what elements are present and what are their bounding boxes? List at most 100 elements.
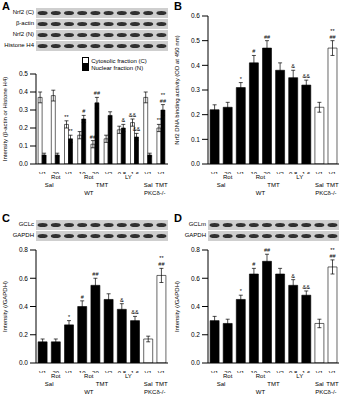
svg-text:V1: V1 — [145, 370, 153, 373]
svg-text:0.8: 0.8 — [118, 370, 127, 373]
svg-text:**: ** — [157, 117, 162, 123]
svg-text:0.0: 0.0 — [191, 160, 200, 167]
svg-text:0.0: 0.0 — [19, 160, 28, 167]
svg-text:&: & — [120, 297, 124, 303]
svg-text:&&: && — [129, 112, 137, 118]
svg-text:20: 20 — [92, 370, 99, 373]
svg-text:V1: V1 — [65, 370, 73, 373]
html-text:B: B — [174, 0, 182, 12]
svg-text:0.8: 0.8 — [191, 246, 200, 253]
svg-text:##: ## — [264, 247, 271, 253]
svg-text:20: 20 — [52, 370, 59, 373]
svg-text:20: 20 — [264, 171, 271, 174]
svg-text:1.6: 1.6 — [302, 171, 311, 174]
svg-text:20: 20 — [52, 171, 59, 174]
svg-text:&&: && — [303, 284, 311, 290]
svg-text:V1: V1 — [211, 171, 219, 174]
html-text:A Nrf2 (C): A Nrf2 (C) — [2, 0, 34, 15]
svg-text:V1: V1 — [316, 370, 324, 373]
svg-text:V1: V1 — [39, 171, 47, 174]
svg-text:Intensity (β-actin or Histone: Intensity (β-actin or Histone H4) — [8, 77, 9, 161]
svg-text:0.8: 0.8 — [19, 246, 28, 253]
svg-text:V2: V2 — [105, 171, 113, 174]
svg-text:0.6: 0.6 — [19, 275, 28, 282]
svg-text:&&: && — [303, 73, 311, 79]
svg-text:Intensity (/GAPDH): Intensity (/GAPDH) — [174, 281, 180, 332]
svg-text:20: 20 — [224, 370, 231, 373]
svg-text:0.2: 0.2 — [19, 331, 28, 338]
svg-text:##: ## — [94, 90, 101, 96]
svg-text:&: & — [291, 63, 295, 69]
svg-text:*: * — [240, 76, 243, 82]
svg-text:##: ## — [264, 34, 271, 40]
svg-text:0.1: 0.1 — [191, 136, 200, 143]
svg-text:V1: V1 — [316, 171, 324, 174]
svg-text:0.6: 0.6 — [191, 12, 200, 19]
html-text:C: C — [2, 212, 10, 224]
svg-text:0.3: 0.3 — [191, 86, 200, 93]
svg-text:0.4: 0.4 — [191, 303, 200, 310]
svg-text:V1: V1 — [329, 370, 335, 373]
svg-text:20: 20 — [92, 171, 99, 174]
svg-text:0.4: 0.4 — [19, 88, 28, 95]
svg-text:1.6: 1.6 — [131, 171, 140, 174]
svg-text:*: * — [68, 314, 71, 320]
svg-text:20: 20 — [264, 370, 271, 373]
svg-text:**: ** — [64, 114, 69, 120]
svg-text:V1: V1 — [158, 370, 166, 373]
svg-text:V2: V2 — [276, 370, 284, 373]
svg-text:#: # — [81, 294, 85, 300]
svg-text:V1: V1 — [65, 171, 73, 174]
svg-text:10: 10 — [79, 171, 86, 174]
svg-text:Nrf2 DNA binding activity (OD: Nrf2 DNA binding activity (OD at 450 nm) — [174, 35, 180, 144]
svg-text:##: ## — [329, 34, 335, 40]
svg-text:10: 10 — [251, 370, 258, 373]
svg-text:0.4: 0.4 — [191, 62, 200, 69]
svg-text:#: # — [252, 261, 256, 267]
svg-text:#: # — [252, 48, 256, 54]
svg-text:0.1: 0.1 — [19, 142, 28, 149]
svg-text:V2: V2 — [105, 370, 113, 373]
svg-text:0.2: 0.2 — [191, 331, 200, 338]
svg-text:V1: V1 — [39, 370, 47, 373]
svg-text:20: 20 — [224, 171, 231, 174]
html-text:Cytosolic fraction (C): Cytosolic fraction (C) — [91, 57, 147, 64]
svg-text:##: ## — [160, 98, 167, 104]
svg-text:10: 10 — [79, 370, 86, 373]
html-text:D: D — [174, 212, 182, 224]
svg-text:##: ## — [158, 261, 165, 267]
svg-text:1.6: 1.6 — [131, 370, 140, 373]
svg-text:1.6: 1.6 — [302, 370, 311, 373]
svg-text:0.0: 0.0 — [191, 359, 200, 366]
svg-text:Intensity (/GAPDH): Intensity (/GAPDH) — [8, 281, 9, 332]
svg-text:&&: && — [133, 126, 141, 132]
svg-text:0.2: 0.2 — [19, 124, 28, 131]
svg-text:#: # — [82, 108, 86, 114]
svg-text:V1: V1 — [211, 370, 219, 373]
svg-text:&: & — [291, 273, 295, 279]
svg-text:V1: V1 — [145, 171, 153, 174]
svg-text:0.3: 0.3 — [19, 106, 28, 113]
svg-text:0.5: 0.5 — [191, 37, 200, 44]
svg-text:&&: && — [131, 309, 139, 315]
svg-text:&: & — [121, 117, 125, 123]
svg-text:0.8: 0.8 — [118, 171, 127, 174]
svg-text:0.8: 0.8 — [289, 370, 298, 373]
svg-text:0.8: 0.8 — [289, 171, 298, 174]
svg-text:V1: V1 — [237, 370, 245, 373]
svg-text:*: * — [240, 288, 243, 294]
svg-text:0.0: 0.0 — [19, 359, 28, 366]
svg-text:V1: V1 — [329, 171, 335, 174]
svg-text:0.6: 0.6 — [191, 275, 200, 282]
svg-text:##: ## — [329, 253, 335, 259]
svg-text:##: ## — [92, 271, 99, 277]
svg-text:0.5: 0.5 — [19, 70, 28, 77]
svg-text:##: ## — [90, 134, 97, 140]
svg-text:**: ** — [68, 128, 73, 134]
svg-text:V1: V1 — [158, 171, 166, 174]
svg-text:0.4: 0.4 — [19, 303, 28, 310]
svg-text:V2: V2 — [276, 171, 284, 174]
svg-text:V1: V1 — [237, 171, 245, 174]
svg-text:0.2: 0.2 — [191, 111, 200, 118]
svg-text:10: 10 — [251, 171, 258, 174]
